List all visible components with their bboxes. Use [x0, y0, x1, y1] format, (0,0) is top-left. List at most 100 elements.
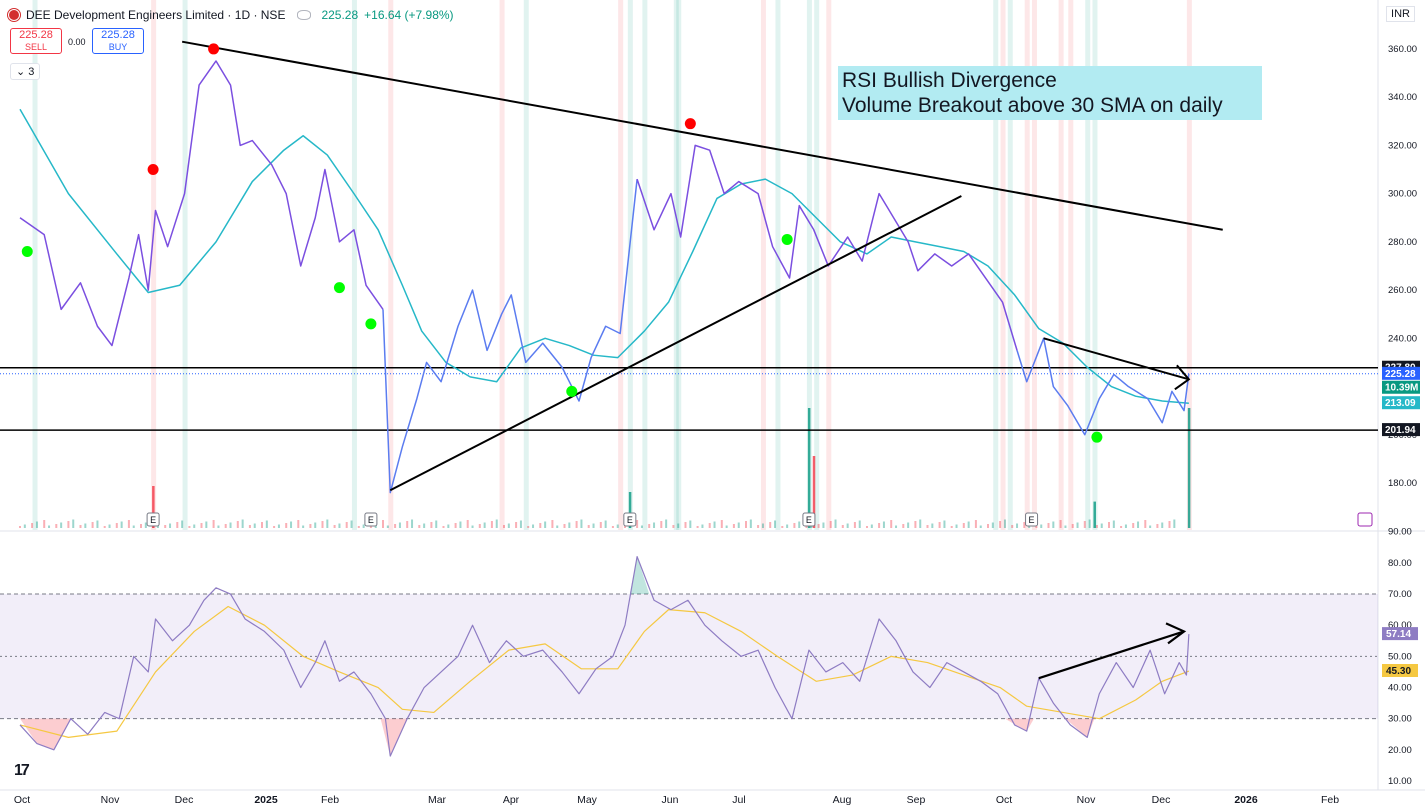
rsi-trend-line [1038, 630, 1185, 680]
price-label-bg [1382, 366, 1420, 380]
sell-button[interactable]: 225.28 SELL [10, 28, 62, 54]
price-label-text: 225.28 [1385, 369, 1416, 380]
volume-bar [490, 521, 493, 528]
price-axis-tick: 320.00 [1388, 140, 1417, 151]
time-axis-label: 2025 [254, 794, 278, 806]
rsi-ma-line [19, 605, 1190, 738]
bear-volume-band [1000, 0, 1006, 530]
volume-bar [745, 521, 747, 528]
time-axis-label: Oct [996, 794, 1012, 806]
volume-bar [604, 520, 607, 528]
time-axis-label: Nov [1077, 794, 1096, 806]
volume-bar [1023, 522, 1026, 528]
oversold-fill [20, 718, 71, 750]
rsi-axis-tick: 40.00 [1388, 683, 1412, 694]
indicators-toggle[interactable]: ⌄ 3 [10, 63, 41, 80]
volume-bar [757, 525, 760, 528]
volume-bar [907, 522, 910, 528]
volume-bar [931, 523, 934, 528]
price-label-bg [1382, 380, 1420, 394]
volume-bar [362, 524, 365, 528]
volume-bar [853, 522, 856, 528]
volume-bar [793, 523, 796, 528]
rsi-axis-tick: 10.00 [1388, 776, 1412, 787]
earnings-box [802, 512, 816, 527]
earnings-label: E [150, 515, 156, 525]
indicator-count: 3 [28, 66, 35, 78]
volume-bar [423, 523, 426, 528]
visibility-icon[interactable] [297, 10, 312, 20]
rsi-axis-label: 45.30 [1382, 664, 1418, 678]
rsi-axis-tick: 20.00 [1388, 745, 1412, 756]
volume-bar [817, 524, 820, 528]
bear-volume-band [760, 0, 766, 530]
buy-button[interactable]: 225.28 BUY [92, 28, 144, 54]
volume-bar [84, 523, 87, 528]
volume-spike [812, 456, 816, 528]
volume-bar [696, 526, 699, 528]
volume-bar [406, 521, 409, 528]
volume-bar [938, 522, 941, 528]
price-axis-label: 225.28 [1382, 366, 1420, 380]
earnings-box [623, 512, 637, 527]
bear-volume-band [1068, 0, 1074, 530]
volume-bar [382, 520, 384, 528]
volume-bar [967, 521, 970, 528]
volume-bar [611, 526, 614, 528]
annotation-line-2: Volume Breakout above 30 SMA on daily [842, 94, 1223, 117]
volume-bar [1095, 525, 1098, 528]
earnings-marker: E [364, 512, 378, 527]
volume-bar [822, 522, 825, 528]
volume-bar [841, 525, 844, 528]
volume-bar [1076, 522, 1079, 528]
volume-bar [866, 526, 868, 528]
rsi-label-text: 57.14 [1386, 629, 1411, 640]
symbol-title[interactable]: DEE Development Engineers Limited · 1D ·… [26, 8, 286, 22]
sma-30-line [19, 108, 1189, 404]
volume-spike [152, 486, 155, 528]
volume-bar [471, 525, 474, 528]
buy-label: BUY [108, 42, 128, 52]
bear-volume-band [618, 0, 624, 530]
volume-spike [1187, 408, 1191, 528]
volume-bar [72, 519, 75, 528]
volume-bar [1047, 523, 1050, 528]
currency-badge[interactable]: INR [1386, 6, 1415, 22]
volume-bar [519, 520, 522, 528]
volume-bar [895, 525, 898, 528]
time-axis-label: Feb [1321, 794, 1339, 806]
bull-volume-band [814, 0, 820, 530]
earnings-box [364, 512, 378, 527]
volume-bar [616, 524, 619, 528]
volume-bar [774, 520, 777, 528]
volume-bar [132, 525, 135, 528]
volume-bar [732, 524, 735, 528]
bear-volume-band [1058, 0, 1064, 530]
company-logo-icon [8, 9, 20, 21]
volume-bar [539, 523, 542, 528]
volume-bar [253, 523, 256, 528]
volume-bar [79, 525, 82, 528]
volume-bar [164, 525, 167, 528]
time-axis-label: Mar [428, 794, 447, 806]
volume-bar [466, 520, 469, 528]
volume-bar [689, 520, 692, 528]
time-axis-label: Jul [732, 794, 745, 806]
rsi-arrow-head [1165, 622, 1187, 645]
time-axis-label: Oct [14, 794, 30, 806]
volume-bar [507, 523, 510, 528]
volume-bar [411, 519, 414, 528]
volume-bar [878, 523, 881, 528]
sell-price: 225.28 [19, 29, 53, 41]
price-axis-tick: 340.00 [1388, 92, 1417, 103]
volume-bar [205, 521, 208, 528]
volume-bar [950, 526, 953, 528]
volume-bar [120, 521, 123, 528]
time-axis-label: Aug [833, 794, 852, 806]
volume-bar [48, 525, 51, 528]
annotation-box[interactable]: RSI Bullish Divergence Volume Breakout a… [838, 66, 1262, 120]
volume-bar [648, 524, 651, 528]
volume-bar [1003, 519, 1006, 528]
tradingview-logo-icon[interactable]: 17 [14, 762, 30, 779]
